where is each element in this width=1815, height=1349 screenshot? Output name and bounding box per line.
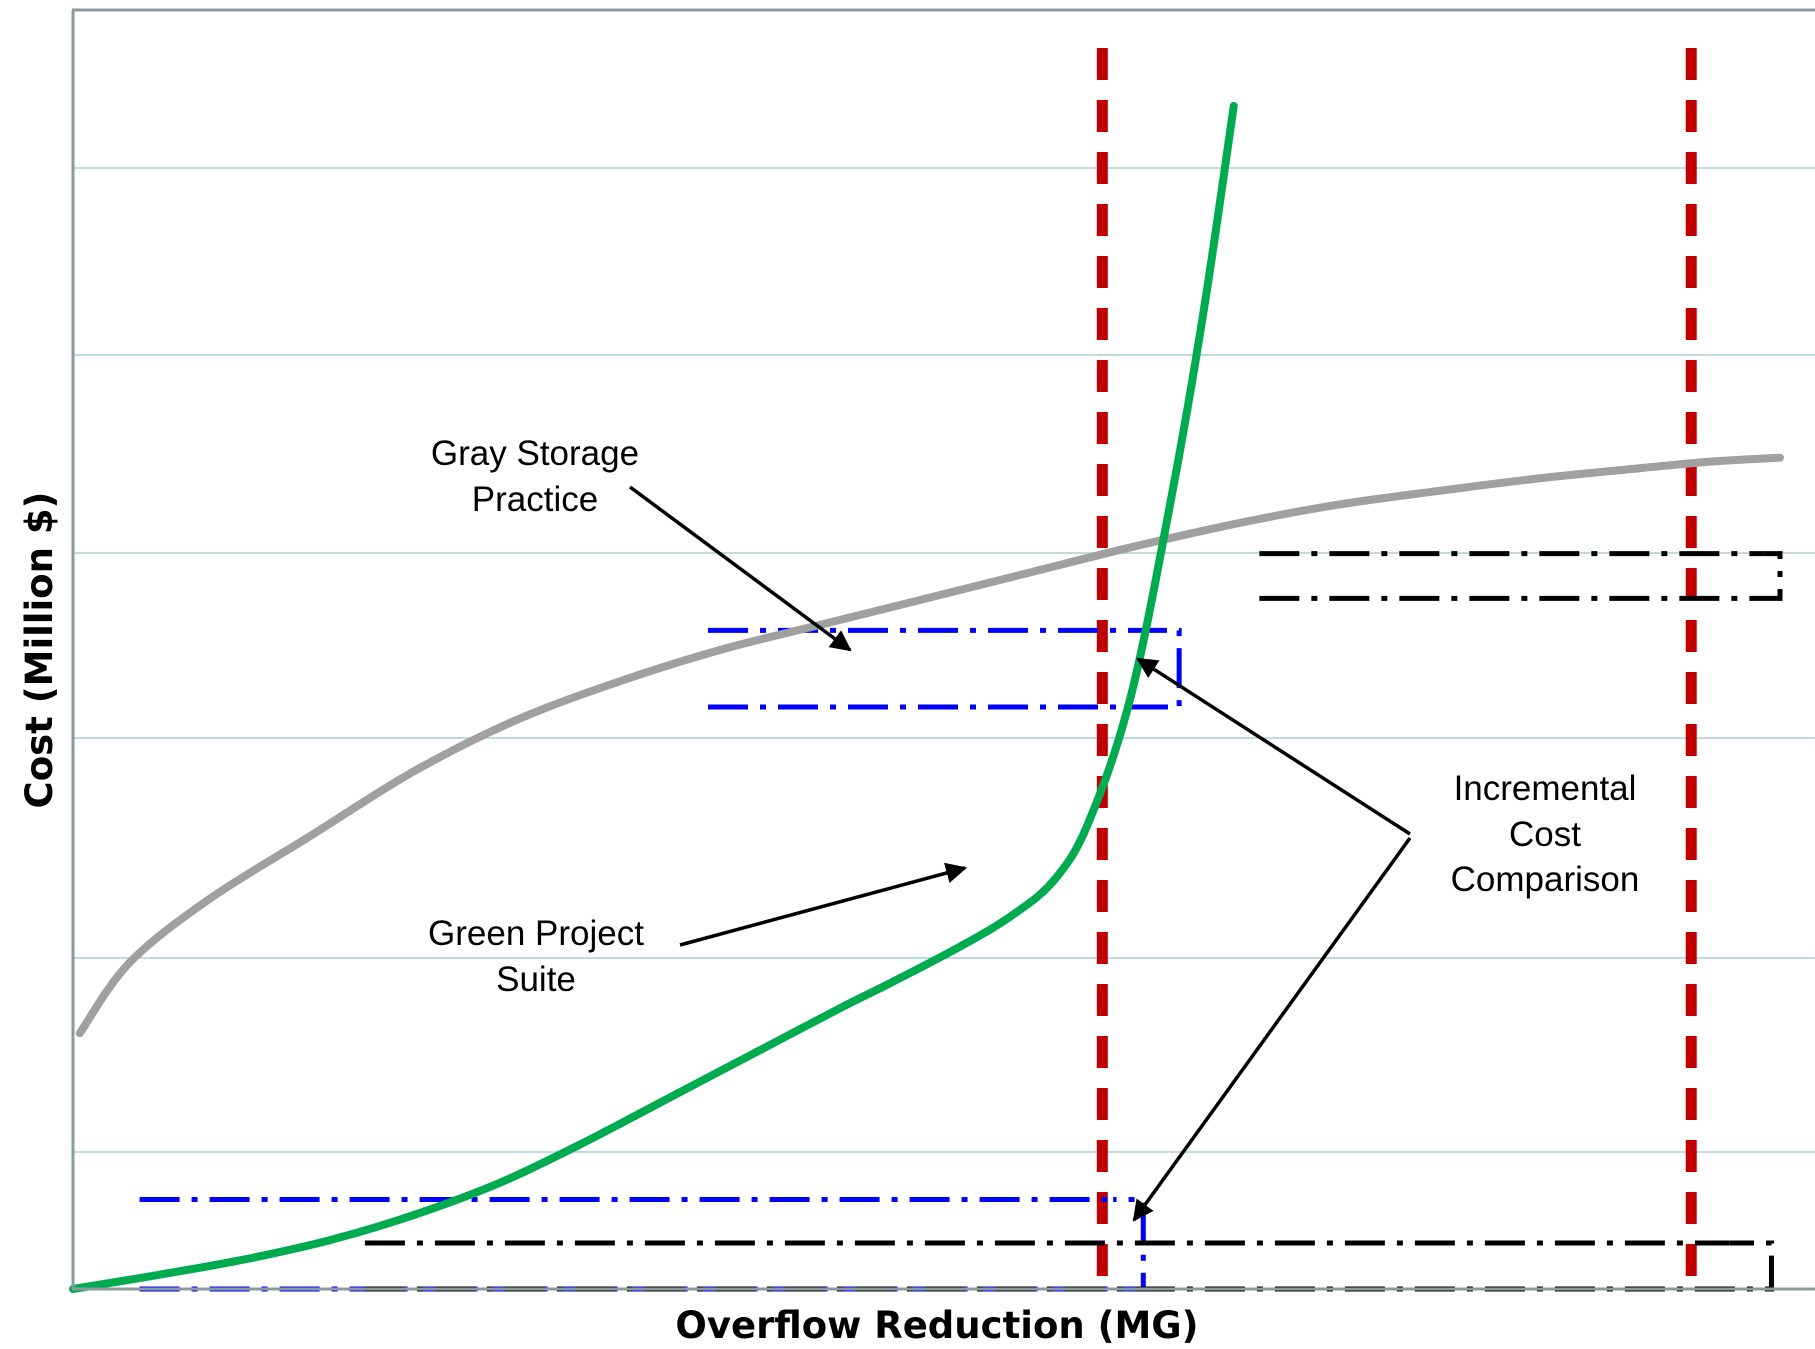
gridlines <box>73 167 1815 1153</box>
annotation-arrows <box>628 485 1412 1222</box>
x-axis-label: Overflow Reduction (MG) <box>675 1304 1198 1347</box>
green-suite-arrow <box>679 862 968 947</box>
bracket-3 <box>1259 551 1783 601</box>
gray-storage-label-line1: Gray Storage <box>431 434 639 473</box>
green-suite-label-line2: Suite <box>496 960 576 999</box>
incremental-label-line3: Comparison <box>1451 860 1640 899</box>
green-suite-annotation: Green Project Suite <box>428 914 644 999</box>
incremental-cost-brackets <box>139 551 1783 1292</box>
reference-lines <box>1096 48 1697 1289</box>
green-project-suite-line <box>69 101 1238 1293</box>
series-lines <box>69 101 1784 1293</box>
incremental-label-line2: Cost <box>1509 815 1581 854</box>
gray-storage-annotation: Gray Storage Practice <box>431 434 639 519</box>
gray-storage-label-line2: Practice <box>472 480 598 519</box>
incremental-arrow-lower <box>1132 836 1412 1222</box>
incremental-cost-annotation: Incremental Cost Comparison <box>1451 769 1640 899</box>
gray-storage-practice-line <box>75 453 1784 1038</box>
bracket-0 <box>708 627 1182 710</box>
bracket-1 <box>139 1196 1146 1292</box>
green-suite-label-line1: Green Project <box>428 914 644 953</box>
incremental-label-line1: Incremental <box>1454 769 1637 808</box>
bracket-2 <box>364 1240 1774 1292</box>
gray-storage-arrow <box>628 485 852 652</box>
incremental-arrow-upper <box>1136 657 1411 836</box>
axes <box>71 8 1815 1291</box>
y-axis-label: Cost (Million $) <box>18 492 61 809</box>
